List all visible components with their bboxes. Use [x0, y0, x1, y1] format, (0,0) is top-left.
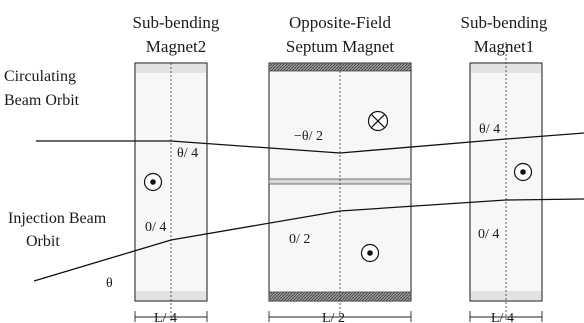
septum-title-line1: Opposite-Field	[289, 13, 391, 32]
sub2-title-line1: Sub-bending	[133, 13, 220, 32]
length-label-sub2: L/ 4	[154, 311, 177, 323]
length-label-sub1: L/ 4	[491, 311, 514, 323]
angle-inj-sub1: 0/ 4	[478, 227, 499, 242]
opposite-field-septum-magnet	[268, 62, 412, 322]
injection-beam-orbit	[33, 198, 584, 282]
angle-inj-sub2: 0/ 4	[145, 220, 166, 235]
circulating-label-line2: Beam Orbit	[4, 92, 80, 109]
sub1-title-line1: Sub-bending	[461, 13, 548, 32]
cross-circle-icon	[367, 110, 389, 132]
dot-circle-icon	[513, 162, 533, 182]
angle-circ-sub1: θ/ 4	[479, 122, 500, 137]
angle-circ-sub2: θ/ 4	[177, 146, 198, 161]
dot-circle-icon	[143, 172, 163, 192]
length-dimension-sub2	[134, 311, 208, 322]
sub2-title-line2: Magnet2	[146, 37, 206, 56]
angle-circ-septum: −θ/ 2	[294, 129, 323, 144]
length-dimension-septum	[268, 311, 412, 322]
angle-inj-entry: θ	[106, 276, 113, 291]
circulating-label-line1: Circulating	[4, 68, 76, 85]
length-label-septum: L/ 2	[322, 311, 345, 323]
circulating-beam-orbit	[36, 132, 584, 154]
septum-title-line2: Septum Magnet	[286, 37, 394, 56]
sub-bending-magnet-2	[134, 62, 208, 322]
sub-bending-magnet-1	[469, 42, 543, 322]
dot-circle-icon	[360, 243, 380, 263]
angle-inj-septum: 0/ 2	[289, 232, 310, 247]
injection-label-line2: Orbit	[26, 233, 60, 250]
injection-label-line1: Injection Beam	[8, 210, 107, 227]
length-dimension-sub1	[469, 311, 543, 322]
sub1-title-line2: Magnet1	[474, 37, 534, 56]
